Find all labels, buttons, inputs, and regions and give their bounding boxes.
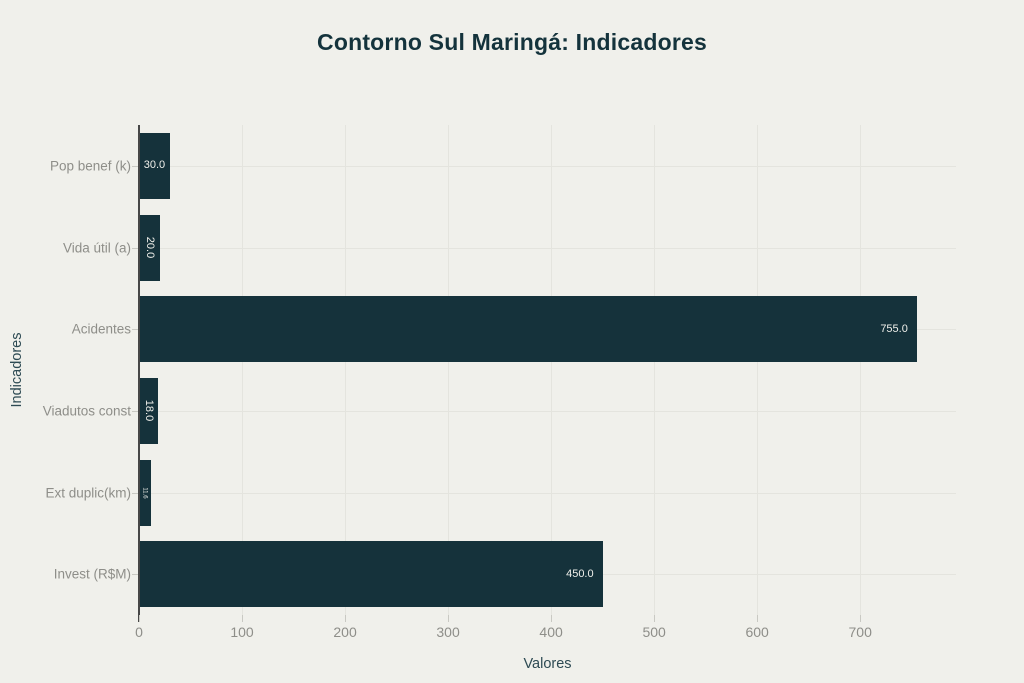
bar-value-label: 450.0: [566, 567, 594, 580]
y-axis-tick: [132, 329, 138, 331]
y-axis-category-label: Ext duplic(km): [45, 485, 131, 500]
x-axis-tick: [345, 615, 347, 622]
x-axis-tick: [860, 615, 862, 622]
y-axis-category-label: Viadutos const: [42, 403, 131, 419]
x-axis-tick: [654, 615, 656, 622]
bar-value-label: 20.0: [143, 236, 156, 259]
x-axis-tick-label: 400: [539, 624, 563, 640]
bar[interactable]: 18.0: [139, 377, 158, 444]
x-axis-tick-label: 300: [436, 624, 460, 640]
x-axis-tick: [551, 615, 553, 622]
bar-value-label: 18.0: [142, 400, 155, 422]
y-axis-tick: [132, 410, 138, 412]
gridline-vertical: [448, 125, 450, 615]
bar-value-label: 755.0: [880, 322, 908, 335]
gridline-vertical: [551, 125, 553, 615]
chart-title: Contorno Sul Maringá: Indicadores: [317, 29, 707, 55]
y-axis-labels: Pop benef (k) Vida útil (a) Acidentes Viadu…: [0, 125, 131, 615]
y-axis-category-label: Invest (R$M): [53, 566, 131, 582]
bar[interactable]: 755.0: [139, 296, 917, 363]
x-axis-tick: [757, 615, 759, 622]
bar[interactable]: 30.0: [139, 132, 170, 199]
x-axis-tick-label: 100: [230, 624, 254, 640]
y-axis-category-label: Pop benef (k): [49, 158, 131, 174]
gridline-vertical: [242, 125, 244, 615]
x-axis-tick: [139, 615, 140, 622]
y-axis-tick: [132, 492, 138, 494]
x-axis-tick: [448, 615, 450, 622]
gridline-vertical: [860, 125, 862, 615]
x-axis-title: Valores: [523, 656, 572, 672]
y-axis-category-label: Acidentes: [71, 321, 131, 337]
y-axis-tick: [132, 574, 138, 576]
x-axis-tick-label: 600: [745, 624, 769, 640]
y-axis-category-label: Vida útil (a): [62, 240, 131, 255]
gridline-vertical: [345, 125, 347, 615]
gridline-vertical: [654, 125, 656, 615]
y-axis-line: [138, 125, 140, 622]
gridline-horizontal: [139, 247, 956, 249]
y-axis-title: Indicadores: [9, 332, 25, 408]
x-axis-tick-label: 0: [135, 624, 143, 640]
x-axis-tick-label: 700: [848, 624, 872, 640]
bar-value-label: 11.6: [141, 486, 148, 499]
x-axis-tick-label: 200: [333, 624, 357, 640]
gridline-vertical: [757, 125, 759, 615]
gridline-horizontal: [139, 410, 956, 412]
y-axis-tick: [132, 165, 138, 167]
plot-area: 30.0 20.0 755.0 18.0 11.6 450.0: [139, 125, 956, 615]
bar[interactable]: 11.6: [139, 459, 151, 526]
y-axis-tick: [132, 247, 138, 249]
gridline-horizontal: [139, 165, 956, 167]
gridline-horizontal: [139, 492, 956, 494]
bar[interactable]: 20.0: [139, 214, 160, 281]
x-axis-tick-label: 500: [642, 624, 666, 640]
x-axis-tick: [242, 615, 244, 622]
bar-value-label: 30.0: [143, 159, 166, 172]
bar[interactable]: 450.0: [139, 541, 603, 608]
